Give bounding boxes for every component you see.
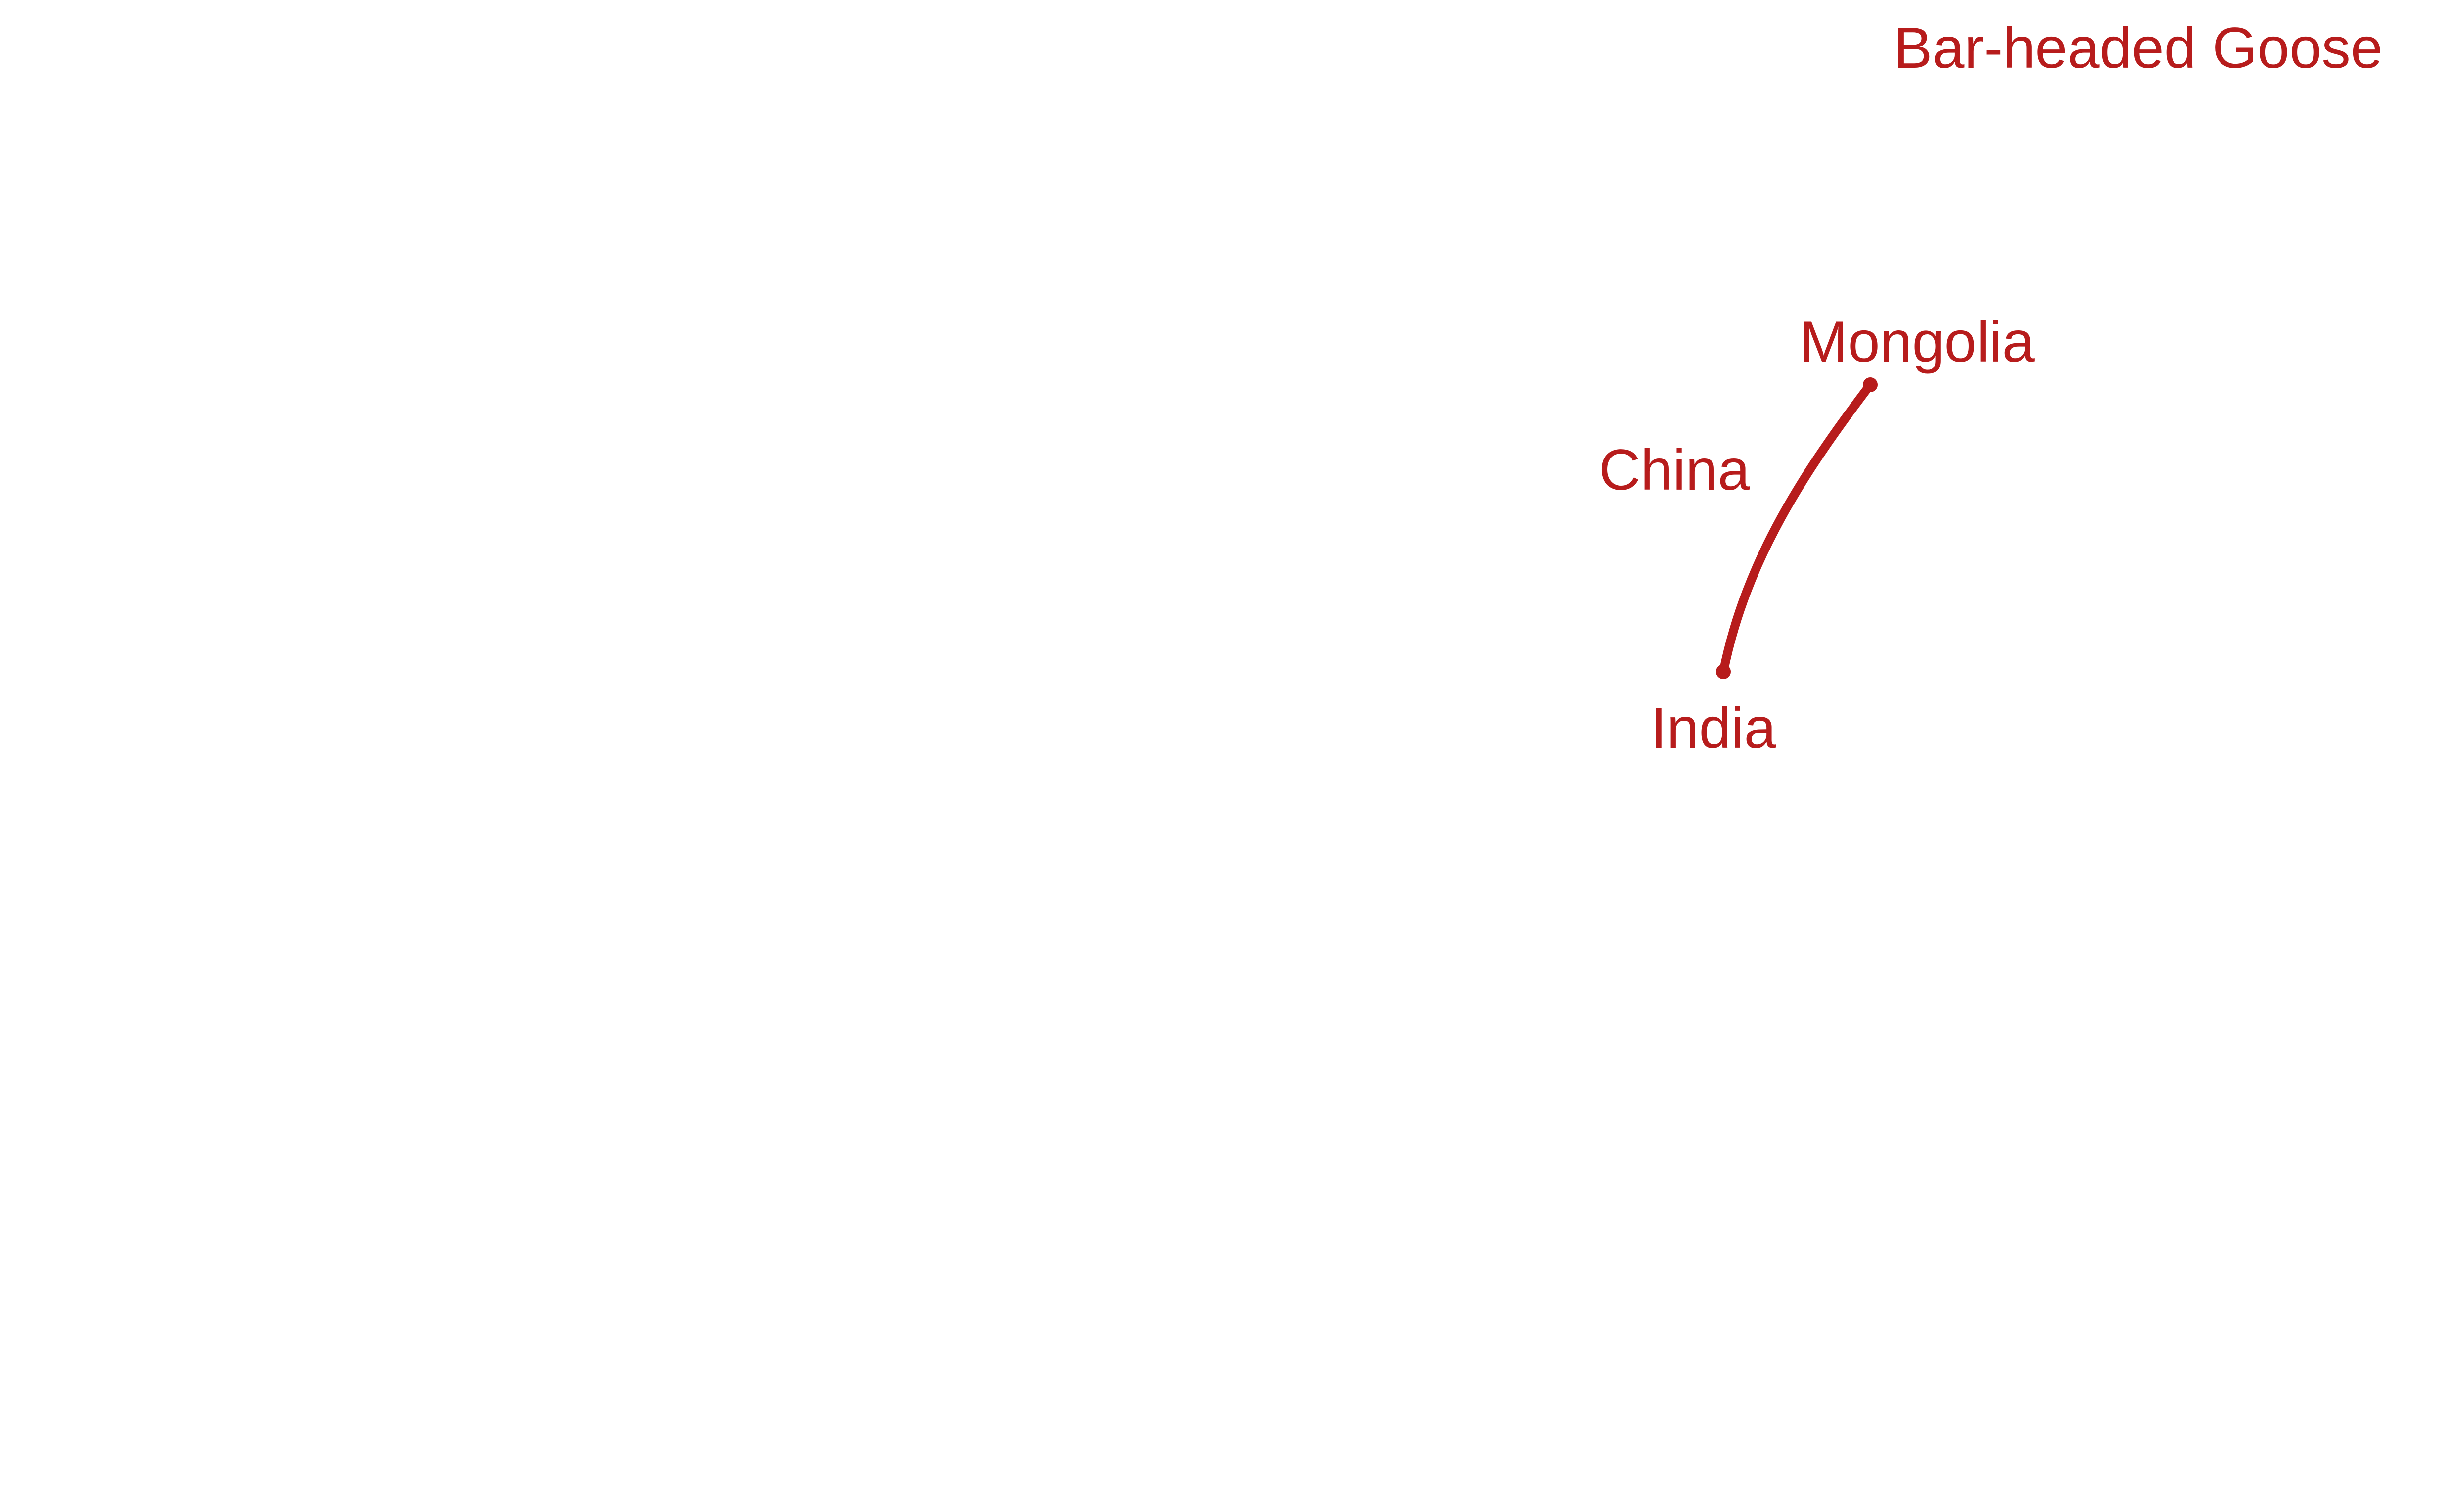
migration-route-line — [1719, 380, 1875, 676]
map-title: Bar-headed Goose — [1894, 15, 2383, 80]
place-label-china: China — [1599, 437, 1750, 502]
india-route-endpoint — [1716, 664, 1731, 679]
place-label-mongolia: Mongolia — [1800, 309, 2035, 374]
mongolia-route-endpoint — [1863, 377, 1878, 392]
place-label-india: India — [1651, 695, 1776, 760]
